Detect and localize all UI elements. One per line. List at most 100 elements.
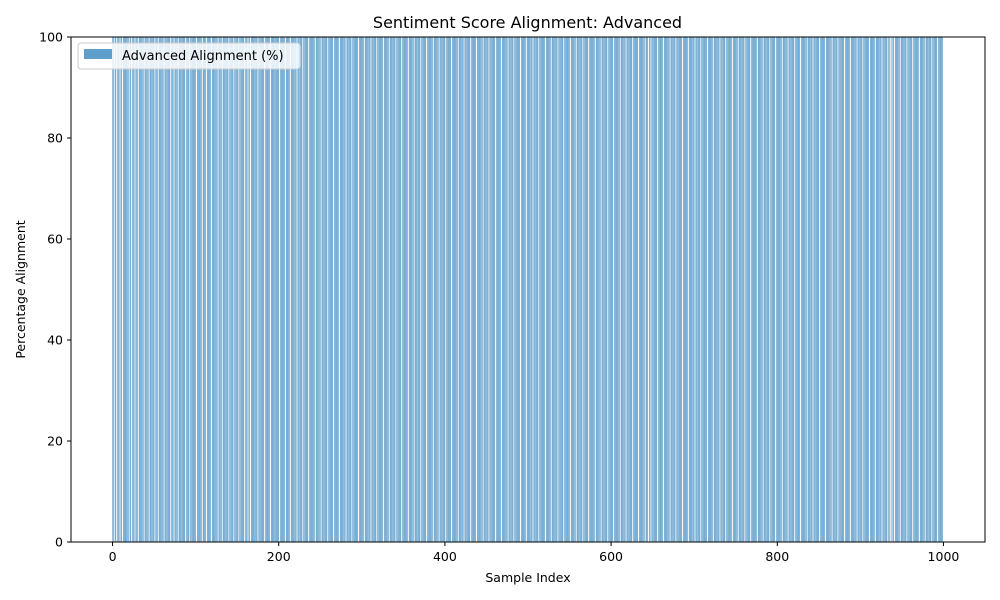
bar <box>407 37 408 542</box>
bar <box>685 37 687 542</box>
bar <box>770 37 771 542</box>
bar <box>304 37 306 542</box>
bar <box>262 37 264 542</box>
bar <box>249 37 250 542</box>
bar <box>115 37 117 542</box>
bar <box>658 37 660 542</box>
bar <box>606 37 608 542</box>
bar <box>452 37 453 542</box>
bar <box>498 37 500 542</box>
bar <box>478 37 480 542</box>
bar <box>265 37 267 542</box>
bar <box>679 37 681 542</box>
bar <box>329 37 330 542</box>
bar <box>717 37 718 542</box>
bar <box>130 37 132 542</box>
bar <box>368 37 370 542</box>
bar <box>460 37 462 542</box>
bar <box>678 37 679 542</box>
bar <box>172 37 173 542</box>
bar <box>859 37 860 542</box>
bar <box>673 37 674 542</box>
bar <box>160 37 162 542</box>
bar <box>847 37 849 542</box>
bar <box>140 37 142 542</box>
bar <box>801 37 803 542</box>
bar <box>930 37 932 542</box>
bar <box>759 37 761 542</box>
bar <box>112 37 113 542</box>
bar <box>181 37 182 542</box>
bar <box>627 37 629 542</box>
bar <box>215 37 216 542</box>
legend-swatch <box>84 49 112 59</box>
bar <box>450 37 452 542</box>
bar <box>825 37 827 542</box>
bar <box>904 37 906 542</box>
bar <box>544 37 545 542</box>
bar <box>693 37 694 542</box>
bar <box>359 37 361 542</box>
bar <box>938 37 940 542</box>
bar <box>616 37 618 542</box>
bar <box>427 37 429 542</box>
bar <box>374 37 376 542</box>
x-tick-label: 400 <box>433 549 457 564</box>
bar <box>799 37 801 542</box>
bar <box>242 37 244 542</box>
bar <box>319 37 320 542</box>
bar <box>797 37 799 542</box>
bar <box>903 37 904 542</box>
bar <box>885 37 887 542</box>
bar <box>641 37 643 542</box>
bar <box>549 37 550 542</box>
bar <box>561 37 563 542</box>
bar <box>568 37 570 542</box>
bar <box>935 37 937 542</box>
bar <box>216 37 218 542</box>
bar <box>882 37 884 542</box>
bar <box>340 37 342 542</box>
legend-box <box>77 42 301 70</box>
bar <box>213 37 215 542</box>
bar <box>732 37 734 542</box>
bar <box>535 37 537 542</box>
bar <box>817 37 819 542</box>
bar <box>278 37 280 542</box>
bar <box>761 37 763 542</box>
bar <box>571 37 573 542</box>
bar <box>392 37 393 542</box>
bar <box>367 37 368 542</box>
bar <box>835 37 836 542</box>
bar <box>516 37 517 542</box>
bar <box>727 37 728 542</box>
bar <box>752 37 753 542</box>
bar <box>261 37 263 542</box>
bar <box>798 37 800 542</box>
bar <box>314 37 315 542</box>
bar <box>914 37 916 542</box>
bar <box>177 37 178 542</box>
bar <box>752 37 754 542</box>
bar <box>757 37 759 542</box>
bar <box>585 37 586 542</box>
bar <box>726 37 727 542</box>
bar <box>197 37 199 542</box>
bar <box>514 37 516 542</box>
bar <box>802 37 804 542</box>
bar <box>714 37 716 542</box>
bar <box>174 37 176 542</box>
bar <box>664 37 666 542</box>
bar <box>585 37 587 542</box>
bar <box>166 37 167 542</box>
bar <box>715 37 717 542</box>
bar <box>815 37 817 542</box>
bar <box>519 37 521 542</box>
bar <box>776 37 777 542</box>
bar <box>552 37 554 542</box>
bar <box>210 37 211 542</box>
bar <box>237 37 239 542</box>
bar <box>791 37 792 542</box>
bar <box>447 37 449 542</box>
bar <box>157 37 158 542</box>
